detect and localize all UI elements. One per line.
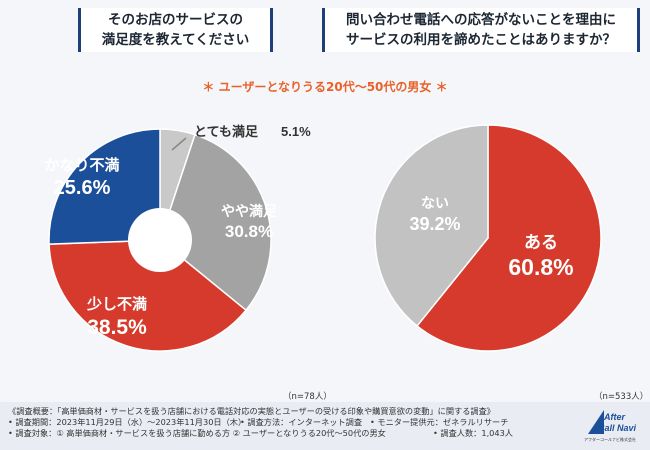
slice-very-dissatisfied-label: かなり不満 (44, 156, 119, 174)
logo-mark-icon (588, 410, 604, 434)
slice-no-percent: 39.2% (409, 214, 460, 234)
logo-text-1: After (603, 412, 625, 422)
footer-count: • 調査人数：1,043人 (433, 428, 513, 438)
right-question-line-2: サービスの利用を諦めたことはありますか？ (346, 32, 616, 48)
slice-somewhat-dissatisfied-percent: 38.5% (87, 316, 147, 339)
left-question-title: そのお店のサービスの 満足度を教えてください (78, 8, 273, 52)
target-subtitle: ＊ ユーザーとなりうる20代〜50代の男女 ＊ (202, 80, 448, 94)
slice-somewhat-satisfied (159, 133, 272, 312)
right-question-line-1: 問い合わせ電話への応答がないことを理由に (346, 12, 616, 28)
slice-yes (416, 124, 602, 352)
logo-text-2: Call Navi (598, 423, 637, 433)
footer-method: • 調査方法：インターネット調査 (240, 417, 363, 427)
footer-provider: • モニター提供元：ゼネラルリサーチ (370, 417, 509, 427)
slice-somewhat-dissatisfied (48, 239, 248, 352)
right-question-title: 問い合わせ電話への応答がないことを理由に サービスの利用を諦めたことはありますか… (322, 8, 640, 52)
leader-line-very-satisfied (171, 137, 187, 151)
left-question-line-1: そのお店のサービスの (108, 12, 243, 28)
footer-target: • 調査対象：① 高単価商材・サービスを扱う店舗に勤める方 ② ユーザーとなりう… (8, 428, 386, 438)
slice-somewhat-satisfied-label: やや満足 (221, 203, 278, 220)
footer-period: • 調査期間：2023年11月29日（水）〜2023年11月30日（木） (8, 417, 247, 427)
survey-footer: 《調査概要：「高単価商材・サービスを扱う店舗における電話対応の実態とユーザーの受… (0, 402, 650, 450)
slice-very-dissatisfied-percent: 25.6% (54, 177, 111, 199)
slice-no-label: ない (421, 196, 449, 212)
footer-survey-overview: 《調査概要：「高単価商材・サービスを扱う店舗における電話対応の実態とユーザーの受… (8, 406, 495, 416)
slice-very-satisfied-percent: 5.1% (281, 124, 311, 139)
left-sample-size: （n=78人） (283, 392, 332, 402)
left-question-line-2: 満足度を教えてください (101, 32, 250, 48)
charts-canvas: とても満足 5.1% やや満足 30.8% 少し不満 38.5% かなり不満 25.6% ある6… (44, 124, 602, 352)
slice-very-dissatisfied (48, 128, 161, 245)
slice-yes-label: ある (524, 233, 558, 253)
donut-hole (128, 208, 192, 272)
slice-no (374, 124, 489, 328)
slice-somewhat-dissatisfied-label: 少し不満 (86, 295, 147, 313)
slice-very-satisfied-label: とても満足 (194, 124, 259, 140)
logo-company: アフターコールナビ株式会社 (584, 436, 636, 442)
survey-card: そのお店のサービスの 満足度を教えてください 問い合わせ電話への応答がないことを… (0, 0, 650, 402)
slice-yes-percent: 60.8% (508, 254, 573, 280)
after-call-navi-logo: After Call Navi アフターコールナビ株式会社 (584, 410, 637, 442)
right-sample-size: （n=533人） (594, 392, 649, 402)
slice-somewhat-satisfied-percent: 30.8% (225, 222, 273, 241)
